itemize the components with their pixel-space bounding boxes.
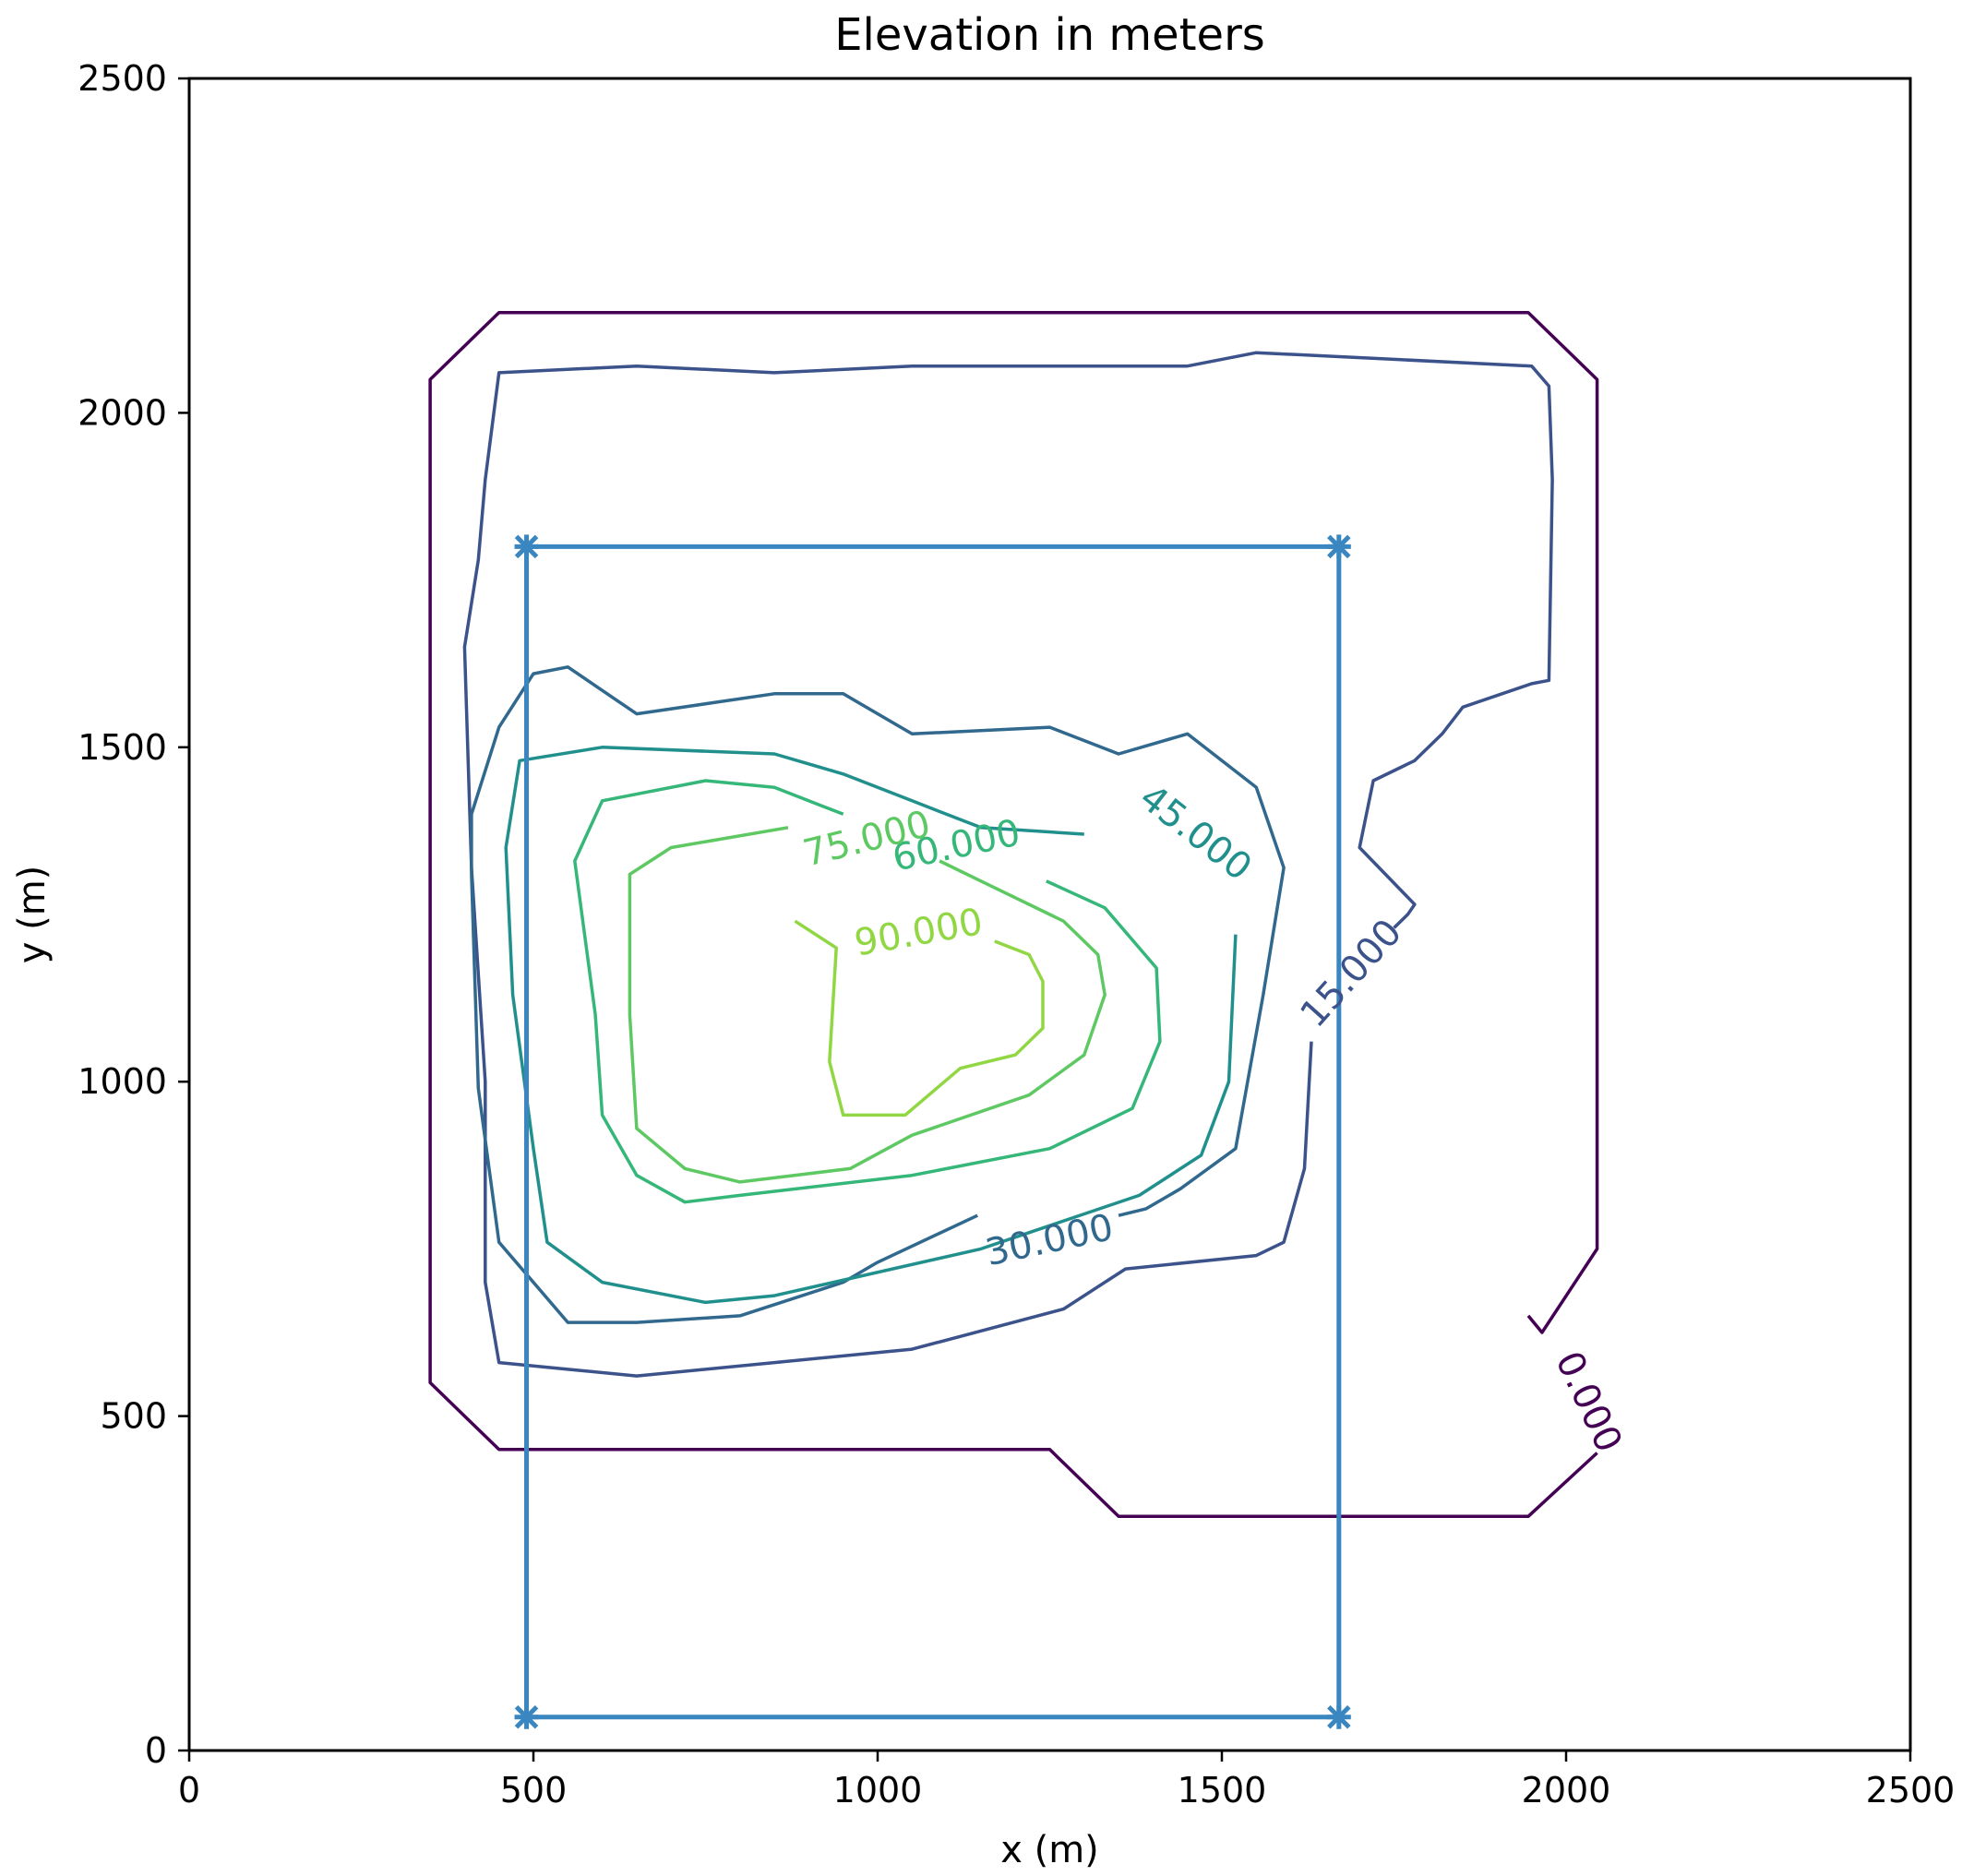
contour-label-45: 45.000 bbox=[1131, 776, 1260, 889]
boundary-marker bbox=[1326, 534, 1351, 559]
y-tick-label: 2500 bbox=[78, 58, 167, 99]
x-tick-label: 1000 bbox=[833, 1770, 923, 1810]
boundary-box-outline bbox=[524, 544, 1342, 1720]
axes-frame bbox=[187, 77, 1912, 1752]
y-tick-label: 2000 bbox=[78, 392, 167, 433]
x-tick-label: 0 bbox=[178, 1770, 200, 1810]
y-tick-label: 1500 bbox=[78, 727, 167, 768]
contour-lines bbox=[428, 310, 1599, 1519]
y-tick-label: 1000 bbox=[78, 1061, 167, 1102]
boundary-marker bbox=[514, 534, 539, 559]
x-axis-ticks: 0 500 1000 1500 2000 2500 bbox=[178, 1751, 1955, 1810]
y-tick-label: 0 bbox=[145, 1730, 167, 1771]
contour-label-0: 0.000 bbox=[1547, 1345, 1630, 1459]
contour-label-30: 30.000 bbox=[982, 1206, 1117, 1274]
contour-line-75 bbox=[628, 826, 1107, 1184]
x-tick-label: 1500 bbox=[1178, 1770, 1267, 1810]
x-tick-label: 2500 bbox=[1866, 1770, 1956, 1810]
y-tick-label: 500 bbox=[100, 1396, 167, 1437]
contour-line-60 bbox=[573, 779, 1162, 1204]
plot-frame bbox=[187, 77, 1912, 1752]
chart-title: Elevation in meters bbox=[834, 9, 1265, 61]
boundary-marker bbox=[514, 1704, 539, 1729]
boundary-box bbox=[514, 534, 1351, 1729]
y-axis-ticks: 0 500 1000 1500 2000 2500 bbox=[78, 58, 189, 1771]
boundary-marker bbox=[1326, 1704, 1351, 1729]
contour-label-15: 15.000 bbox=[1292, 911, 1410, 1035]
contour-line-0 bbox=[428, 310, 1599, 1519]
contour-label-90: 90.000 bbox=[851, 901, 986, 965]
x-tick-label: 2000 bbox=[1522, 1770, 1611, 1810]
contour-line-45 bbox=[504, 746, 1238, 1305]
x-tick-label: 500 bbox=[500, 1770, 568, 1810]
contour-line-15 bbox=[462, 351, 1554, 1378]
contour-line-30 bbox=[470, 665, 1286, 1324]
x-axis-label: x (m) bbox=[1000, 1829, 1099, 1871]
contour-line-90 bbox=[794, 919, 1045, 1117]
y-axis-label: y (m) bbox=[11, 866, 54, 964]
